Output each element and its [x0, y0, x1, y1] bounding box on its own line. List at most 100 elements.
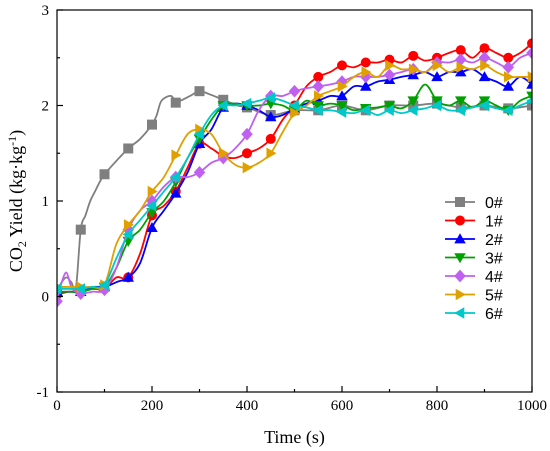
series-0-point	[123, 143, 134, 154]
series-5-point	[527, 71, 532, 83]
series-6-point	[431, 99, 442, 112]
series-3-point	[478, 96, 491, 107]
legend-marker	[455, 197, 465, 207]
series-6-point	[241, 97, 252, 110]
legend-label: 2#	[485, 232, 503, 249]
series-1-point	[313, 71, 324, 82]
series-4-point	[146, 194, 158, 208]
series-4-point	[455, 53, 467, 66]
series-6-point	[407, 104, 418, 117]
series-3-point	[431, 96, 443, 107]
x-tick-label: 1000	[517, 398, 547, 414]
series-2-point	[360, 80, 372, 91]
legend-entry-2: 2#	[445, 232, 503, 249]
series-6	[57, 92, 532, 295]
series-1-point	[455, 45, 466, 56]
series-1-point	[408, 50, 419, 61]
series-0	[57, 86, 532, 297]
legend-label: 1#	[485, 214, 503, 231]
y-tick-label: 0	[42, 290, 50, 306]
x-tick-label: 0	[53, 398, 61, 414]
series-4-point	[383, 68, 396, 82]
series-1-point	[527, 38, 532, 49]
legend-marker	[454, 233, 466, 244]
series-0-point	[147, 119, 157, 130]
legend-label: 5#	[485, 288, 503, 305]
legend-label: 3#	[485, 251, 503, 268]
y-axis-label-rest: Yield (kg·kg	[6, 146, 27, 241]
series-5-point	[123, 219, 134, 231]
legend-entry-5: 5#	[445, 288, 503, 305]
legend-marker	[454, 269, 466, 283]
series-6-point	[75, 283, 86, 295]
series-0-point	[99, 169, 110, 180]
series-4	[57, 46, 532, 308]
series-5-point	[218, 147, 229, 159]
series-6-point	[217, 99, 228, 112]
series-2-point	[502, 80, 514, 91]
series-6-point	[383, 104, 394, 117]
legend-label: 6#	[485, 306, 503, 323]
series-6-point	[478, 99, 489, 112]
series-0-point	[527, 100, 532, 111]
series-1-point	[242, 148, 252, 159]
legend-entry-6: 6#	[445, 306, 503, 323]
series-6-point	[336, 106, 347, 118]
series-5-point	[361, 66, 372, 78]
series-0-point	[170, 97, 181, 108]
series-0-point	[75, 224, 86, 235]
x-tick-label: 600	[331, 398, 354, 414]
series-5-point	[147, 185, 158, 198]
series-5-point	[337, 80, 348, 93]
series-5-point	[432, 59, 443, 72]
legend-entry-4: 4#	[445, 269, 503, 286]
series-2-point	[478, 71, 491, 82]
series-5-point	[503, 71, 514, 83]
legend-marker	[455, 215, 465, 226]
series-5-point	[290, 107, 301, 119]
series-0-point	[194, 86, 205, 97]
series-3-point	[312, 101, 324, 112]
legend-label: 4#	[485, 269, 503, 286]
series-1	[57, 38, 532, 300]
legend-entry-0: 0#	[445, 195, 503, 212]
series-6-point	[360, 104, 371, 117]
series-3	[57, 83, 532, 298]
y-tick-label: -1	[37, 385, 50, 401]
series-3-point	[407, 96, 419, 107]
series-6-point	[502, 104, 513, 117]
series-5-point	[171, 149, 182, 161]
y-tick-label: 3	[42, 3, 50, 19]
series-0-point	[218, 94, 229, 105]
series-6-point	[288, 99, 299, 112]
legend-marker	[455, 288, 466, 301]
series-3-point	[383, 101, 396, 112]
series-2-point	[431, 71, 443, 82]
series-5-point	[266, 147, 277, 159]
series-2-point	[526, 78, 532, 89]
series-2-point	[122, 271, 134, 282]
series-6-point	[455, 104, 466, 117]
y-tick-label: 2	[42, 99, 50, 115]
series-6-point	[170, 171, 181, 183]
series-3-point	[455, 96, 467, 107]
series-1-point	[265, 133, 276, 144]
legend-entry-1: 1#	[445, 214, 503, 231]
series-5-point	[456, 61, 467, 74]
legend-label: 0#	[485, 195, 503, 212]
x-tick-label: 400	[236, 398, 259, 414]
series-6-point	[265, 92, 276, 104]
series-1-point	[360, 57, 371, 68]
y-axis-label-main: CO	[6, 247, 26, 272]
series-layer	[57, 38, 532, 308]
series-4-point	[193, 166, 206, 179]
series-5-point	[385, 59, 396, 72]
x-tick-label: 800	[426, 398, 449, 414]
series-5-point	[242, 161, 253, 174]
series-5-point	[408, 63, 419, 75]
series-1-point	[503, 52, 514, 63]
series-1-point	[479, 43, 490, 54]
series-4-point	[288, 84, 301, 98]
series-2-point	[170, 187, 182, 198]
